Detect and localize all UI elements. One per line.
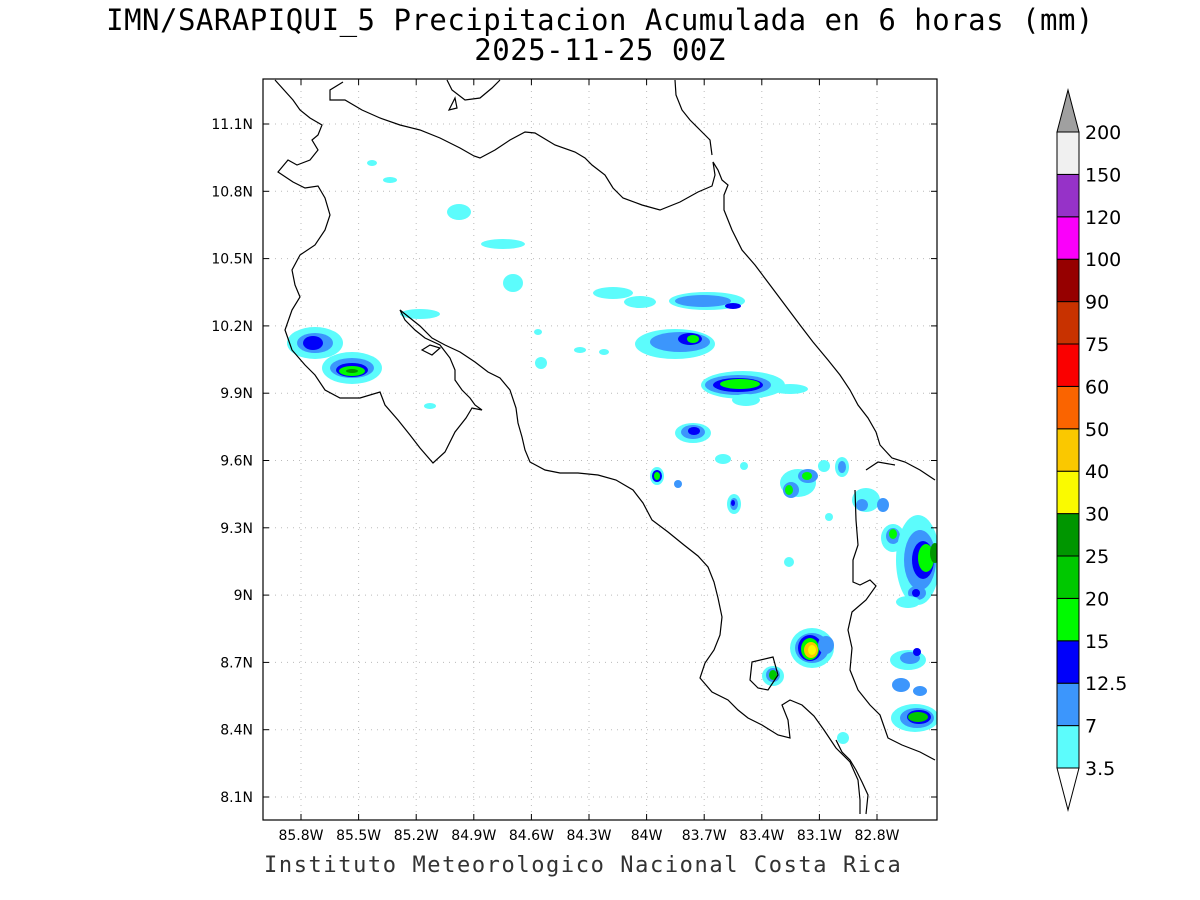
y-tick-label: 11.1N [211, 117, 253, 133]
y-tick-label: 9.6N [220, 454, 253, 470]
y-tick-label: 8.7N [220, 655, 253, 671]
x-tick-label: 84W [631, 828, 663, 844]
coastline [274, 79, 936, 815]
colorbar-level-label: 100 [1085, 249, 1121, 271]
y-tick-label: 10.8N [211, 184, 253, 200]
colorbar-box [1056, 385, 1080, 430]
colorbar-box [1056, 470, 1080, 515]
y-tick-label: 9.9N [220, 386, 253, 402]
y-tick-label: 9.3N [220, 521, 253, 537]
colorbar-box [1056, 597, 1080, 642]
colorbar-level-label: 200 [1085, 122, 1121, 144]
colorbar-level-label: 20 [1085, 588, 1109, 610]
colorbar-level-label: 15 [1085, 631, 1109, 653]
colorbar-box [1056, 216, 1080, 260]
colorbar-box [1056, 682, 1080, 727]
colorbar-box [1056, 725, 1080, 769]
x-tick-label: 83.1W [797, 828, 842, 844]
x-tick-label: 84.6W [509, 828, 554, 844]
colorbar-box [1056, 173, 1080, 218]
colorbar-box [1056, 258, 1080, 303]
colorbar-box [1056, 428, 1080, 472]
map-frame [262, 78, 938, 821]
colorbar-level-label: 12.5 [1085, 673, 1127, 695]
x-tick-label: 83.7W [682, 828, 727, 844]
y-tick-label: 10.5N [211, 252, 253, 268]
footer-credit: Instituto Meteorologico Nacional Costa R… [264, 853, 903, 878]
x-tick-label: 84.9W [451, 828, 496, 844]
precipitation-contours [287, 160, 937, 744]
colorbar-level-label: 120 [1085, 207, 1121, 229]
colorbar-level-label: 30 [1085, 504, 1109, 526]
x-tick-label: 85.5W [336, 828, 381, 844]
colorbar-level-label: 90 [1085, 292, 1109, 314]
colorbar-level-label: 150 [1085, 164, 1121, 186]
colorbar-level-label: 25 [1085, 546, 1109, 568]
colorbar-level-label: 75 [1085, 334, 1109, 356]
y-tick-label: 9N [234, 588, 253, 604]
colorbar-box [1056, 301, 1080, 345]
colorbar-level-label: 7 [1085, 716, 1097, 738]
colorbar-box [1056, 343, 1080, 387]
x-tick-label: 83.4W [739, 828, 784, 844]
y-tick-label: 10.2N [211, 319, 253, 335]
colorbar-level-label: 60 [1085, 376, 1109, 398]
y-tick-label: 8.1N [220, 790, 253, 806]
colorbar-low-arrow [1056, 767, 1080, 812]
map-title-line1: IMN/SARAPIQUI_5 Precipitacion Acumulada … [106, 3, 1094, 37]
colorbar-legend: 3.5 7 12.5 15 20 25 30 40 50 60 75 90 100 120 150 200 [1056, 88, 1127, 812]
colorbar-level-label: 50 [1085, 419, 1109, 441]
x-tick-label: 84.3W [566, 828, 611, 844]
colorbar-box [1056, 555, 1080, 599]
grid-lines [263, 79, 937, 820]
colorbar-box [1056, 513, 1080, 557]
y-axis: 11.1N 10.8N 10.5N 10.2N 9.9N 9.6N 9.3N 9N 8.7N 8.… [211, 117, 937, 806]
colorbar-level-label: 40 [1085, 461, 1109, 483]
colorbar-box [1056, 640, 1080, 684]
colorbar-level-label: 3.5 [1085, 758, 1115, 780]
y-tick-label: 8.4N [220, 723, 253, 739]
map-title-line2: 2025-11-25 00Z [474, 33, 726, 67]
x-tick-label: 82.8W [854, 828, 899, 844]
x-axis: 85.8W 85.5W 85.2W 84.9W 84.6W 84.3W 84W 83.7W 83… [278, 79, 900, 844]
x-tick-label: 85.2W [394, 828, 439, 844]
colorbar-high-arrow [1056, 88, 1080, 133]
x-tick-label: 85.8W [278, 828, 323, 844]
colorbar-box [1056, 131, 1080, 175]
